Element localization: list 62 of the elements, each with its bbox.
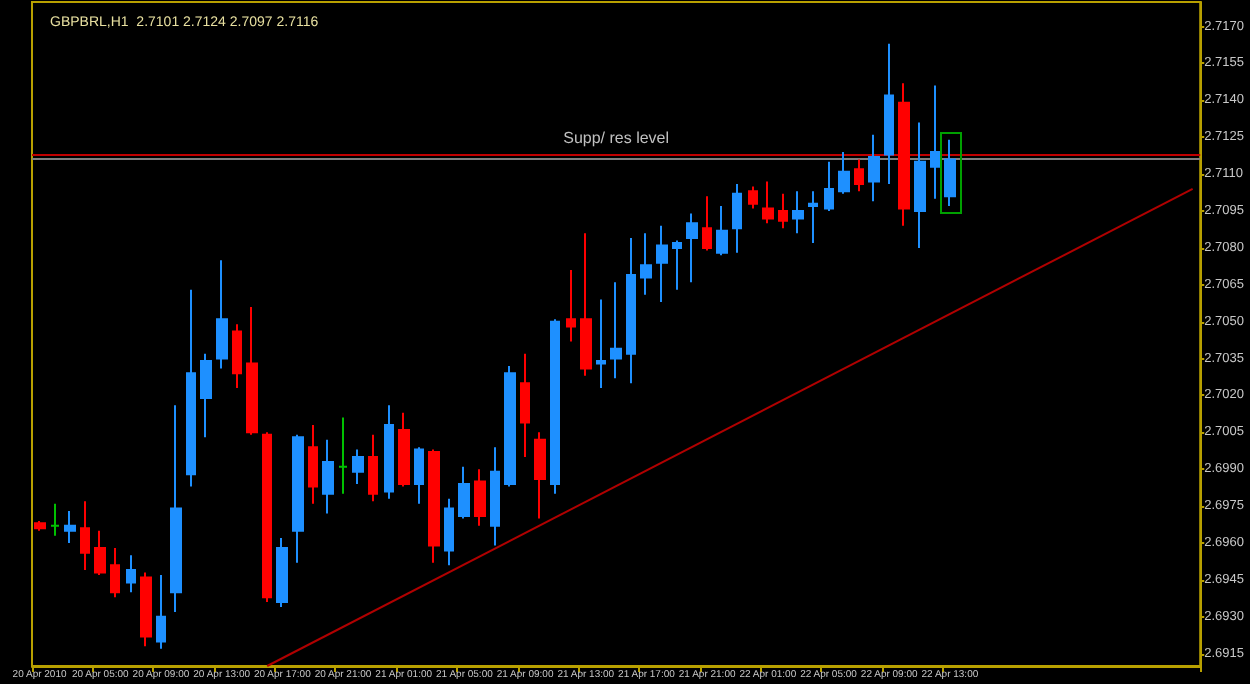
candlestick [384,404,394,500]
candlestick [292,433,304,564]
candlestick [474,468,486,527]
candlestick [672,239,682,291]
candlestick [626,237,636,385]
candlestick [930,84,940,200]
candlestick [64,510,76,545]
candlestick [414,446,424,505]
candlestick [490,446,500,547]
candlestick [534,431,546,520]
candlestick [566,269,576,343]
candlestick [398,411,410,488]
candlestick [610,281,622,380]
candlestick [808,190,818,245]
candlestick [748,185,758,210]
candlestick [580,232,592,377]
candlestick [232,323,242,390]
candlestick [792,190,804,235]
candlestick [322,438,334,515]
candlestick [352,448,364,486]
candlestick [428,448,440,564]
candlestick [550,318,560,495]
candlestick [686,212,698,284]
candlestick [824,160,834,213]
candlestick [200,352,212,439]
candlestick [140,571,152,648]
candlestick [898,82,910,227]
candlestick [868,133,880,203]
candlestick [656,224,668,304]
candlestick [854,158,864,193]
candlestick [186,288,196,488]
candlestick [596,298,606,390]
candlestick [762,180,774,225]
candlestick [34,519,46,532]
candlestick [110,546,120,599]
candlestick [732,182,742,254]
candlestick [838,151,850,195]
candlestick [80,500,90,572]
candlestick [778,192,788,230]
candlestick [716,205,728,257]
candlestick [170,404,182,613]
candlestick [640,232,652,296]
candlestick [246,305,258,436]
candlestick [276,537,288,608]
candlestick [458,465,470,520]
candlestick [262,431,272,604]
candlestick [368,433,378,503]
candlestick [50,502,60,537]
candlestick [216,259,228,370]
ref-line-label: Supp/ res level [563,129,670,148]
candlestick [520,352,530,458]
candlestick [914,121,926,249]
candlestick [944,138,956,208]
candlestick [94,529,106,577]
candlestick [504,364,516,488]
candlestick [338,416,348,495]
candlestick [884,42,894,185]
candlestick [308,423,318,505]
candlestick [702,195,712,252]
candlestick [444,497,454,567]
candlestick [126,554,136,594]
candlestick [156,574,166,650]
